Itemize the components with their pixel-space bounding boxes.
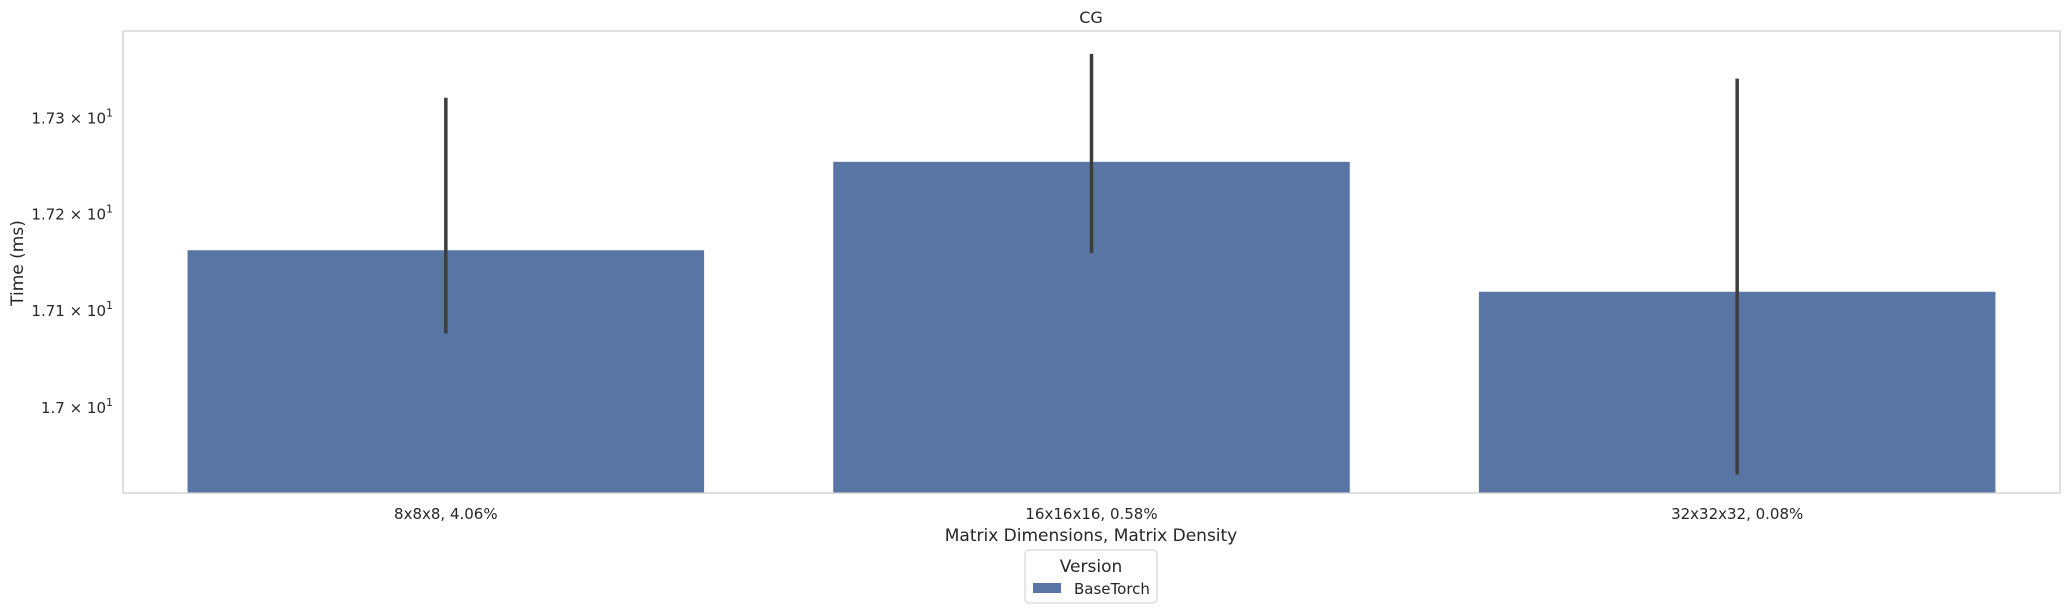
- x-tick-label: 16x16x16, 0.58%: [1025, 505, 1157, 523]
- y-axis-label: Time (ms): [8, 220, 28, 307]
- chart-title: CG: [1079, 8, 1103, 27]
- legend-label-basetorch: BaseTorch: [1074, 580, 1150, 598]
- y-tick-label: 1.73 × 101: [31, 107, 113, 128]
- x-axis-label: Matrix Dimensions, Matrix Density: [945, 526, 1238, 546]
- y-tick-label: 1.72 × 101: [31, 203, 113, 224]
- legend-swatch-basetorch: [1033, 583, 1061, 593]
- y-tick-labels: 1.7 × 101 1.71 × 101 1.72 × 101 1.73 × 101: [31, 107, 113, 417]
- y-tick-label: 1.71 × 101: [31, 299, 113, 320]
- y-tick-label: 1.7 × 101: [41, 396, 113, 417]
- legend-title: Version: [1060, 557, 1123, 577]
- x-tick-labels: 8x8x8, 4.06% 16x16x16, 0.58% 32x32x32, 0.0…: [394, 505, 1803, 523]
- error-bars-layer: [444, 53, 1739, 475]
- x-tick-label: 8x8x8, 4.06%: [394, 505, 498, 523]
- plot-area-frame: [122, 30, 2061, 494]
- x-tick-label: 32x32x32, 0.08%: [1671, 505, 1803, 523]
- legend: Version BaseTorch: [1024, 549, 1158, 604]
